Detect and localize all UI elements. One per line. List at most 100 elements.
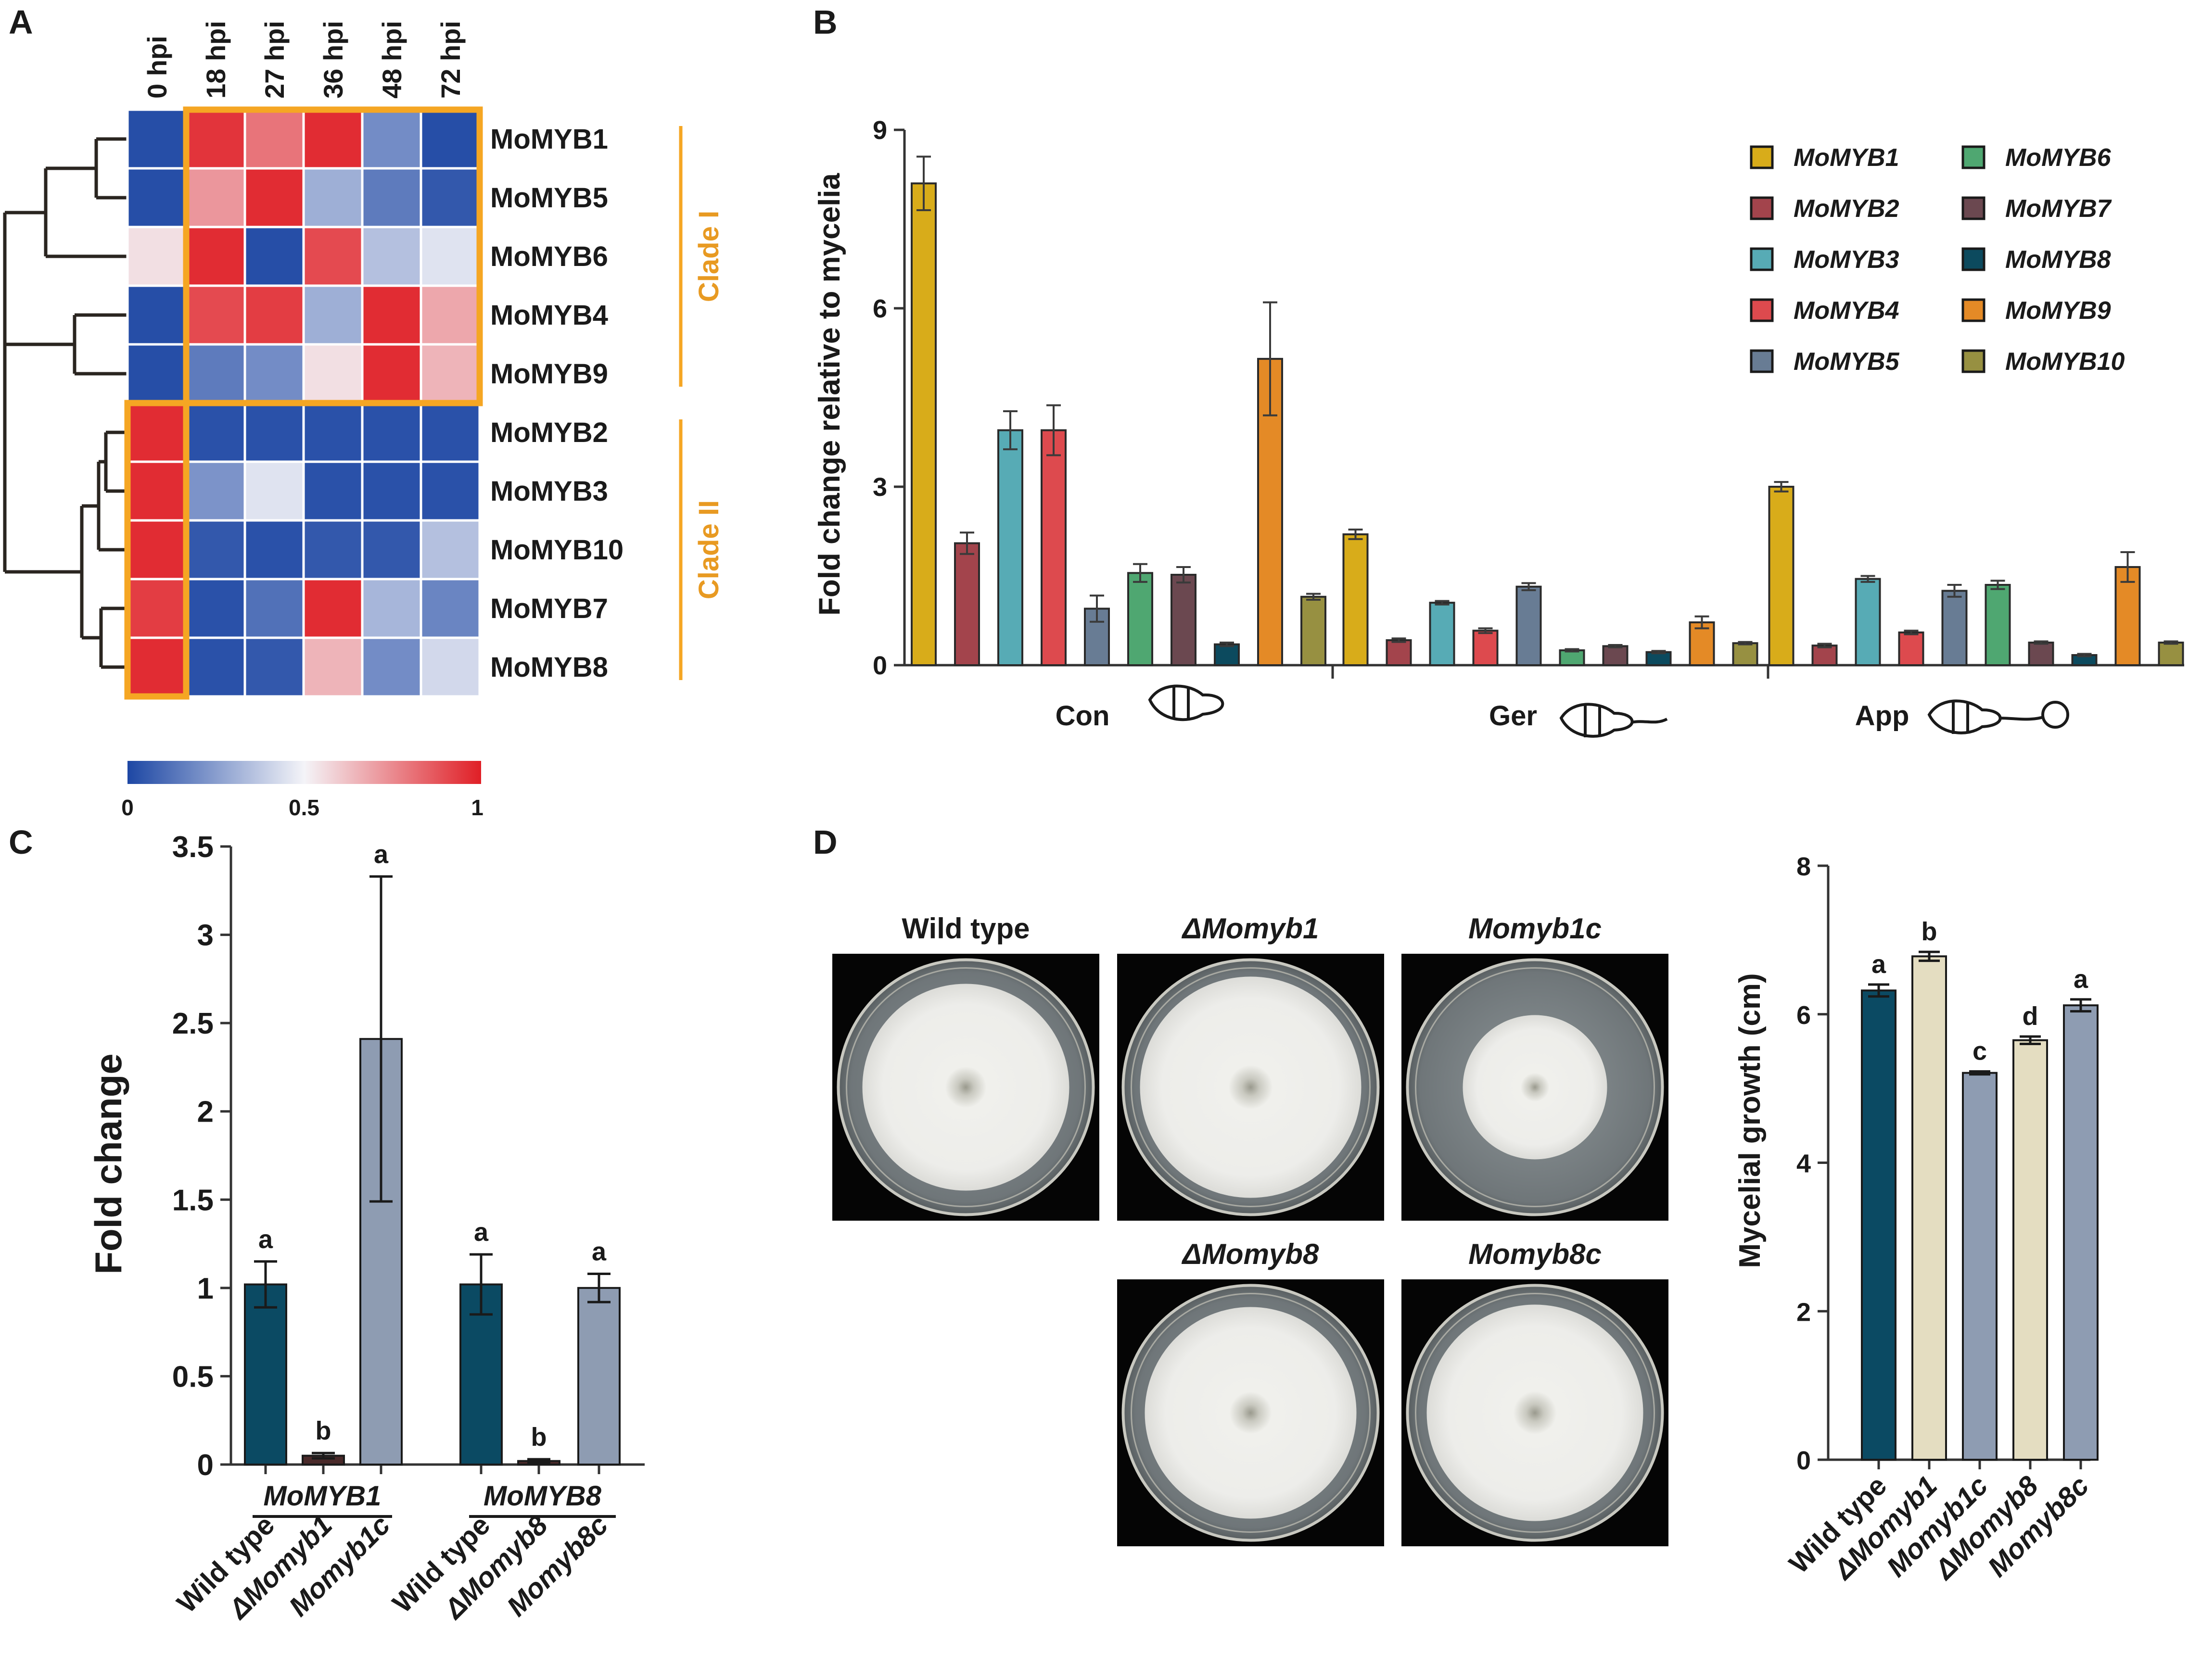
colorbar: [127, 761, 481, 784]
c-errorbar-2: [369, 875, 393, 1203]
c-ytick-label-4: 2: [197, 1096, 214, 1129]
heatmap-cell-momyb2-c3: [302, 402, 364, 463]
panel-label-a: A: [9, 3, 33, 41]
d-bar-4: [2063, 1004, 2099, 1461]
heatmap-cell-momyb8-c0: [126, 636, 188, 698]
bar-app-momyb7: [2028, 642, 2054, 667]
clade-box-1: [183, 106, 483, 406]
d-ytick-label-0: 0: [1796, 1446, 1811, 1475]
bar-ger-momyb1: [1342, 533, 1369, 667]
dish-inner-rim: [1415, 1293, 1655, 1533]
bar-con-momyb10: [1300, 595, 1326, 666]
bar-con-momyb3: [997, 429, 1023, 666]
heatmap-cell-momyb1-c0: [126, 108, 188, 170]
d-ytick-label-3: 6: [1796, 1001, 1811, 1030]
bar-ger-momyb7: [1602, 645, 1629, 666]
dish-label-3: ΔMomyb8: [1182, 1238, 1319, 1270]
panel-d-bars: a b c d a: [1861, 917, 2099, 1461]
errorbar-ger-momyb8: [1651, 650, 1666, 655]
heatmap-cell-momyb7-c5: [420, 578, 481, 639]
heatmap-cell-momyb2-c1: [185, 402, 246, 463]
heatmap-row-labels: MoMYB1 MoMYB5 MoMYB6 MoMYB4 MoMYB9 MoMYB2 MoMY…: [490, 124, 624, 683]
c-ytick-label-6: 3: [197, 919, 214, 952]
colorbar-max-label: 1: [471, 795, 484, 820]
d-ytick-label-1: 2: [1796, 1298, 1811, 1326]
errorbar-con-momyb4: [1046, 404, 1061, 456]
heatmap-cell-momyb1-c5: [420, 108, 481, 170]
errorbar-app-momyb1: [1774, 481, 1789, 493]
heatmap-cell-momyb5-c4: [361, 167, 422, 228]
heatmap-cell-momyb2-c4: [361, 402, 422, 463]
heatmap-cell-momyb1-c2: [243, 108, 305, 170]
bar-app-momyb4: [1898, 631, 1924, 666]
mycelium-colony: [1426, 1304, 1643, 1521]
panel-label-b: B: [813, 3, 838, 41]
row-label-momyb7: MoMYB7: [490, 593, 608, 624]
heatmap-cell-momyb10-c5: [420, 519, 481, 581]
mycelium-colony: [1463, 1015, 1607, 1160]
errorbar-app-momyb8: [2077, 653, 2092, 657]
heatmap-cell-momyb6-c5: [420, 226, 481, 287]
legend-label-momyb8: MoMYB8: [2005, 246, 2111, 274]
legend-swatch-momyb6: [1961, 145, 1985, 169]
errorbar-con-momyb8: [1220, 642, 1234, 647]
errorbar-con-momyb5: [1090, 594, 1104, 623]
panel-d-ylabel: Mycelial growth (cm): [1733, 973, 1767, 1268]
bar-app-momyb10: [2158, 642, 2184, 667]
heatmap-cell-momyb3-c4: [361, 460, 422, 522]
errorbar-ger-momyb5: [1521, 582, 1536, 592]
dish-label-4: Momyb8c: [1468, 1238, 1602, 1270]
heatmap-cell-momyb6-c0: [126, 226, 188, 287]
bar-app-momyb6: [1985, 584, 2011, 667]
legend-swatch-momyb8: [1961, 247, 1985, 271]
c-errorbar-4: [527, 1458, 550, 1464]
clade-box-2: [124, 400, 190, 700]
bar-app-momyb3: [1855, 578, 1881, 667]
errorbar-ger-momyb9: [1694, 615, 1709, 630]
panel-b-legend: MoMYB1 MoMYB2 MoMYB3 MoMYB4 MoMYB5 MoMYB6 MoMY…: [1750, 144, 2125, 376]
petri-dish-4: Momyb8c: [1401, 1238, 1668, 1546]
heatmap-cell-momyb8-c1: [185, 636, 246, 698]
errorbar-ger-momyb1: [1348, 529, 1363, 540]
panel-b-cell-icons: [1148, 684, 2069, 738]
row-label-momyb6: MoMYB6: [490, 241, 608, 272]
panel-b-bars: [911, 155, 2184, 667]
c-ytick-label-3: 1.5: [172, 1184, 214, 1217]
appressorium-icon: [1927, 699, 2069, 734]
panel-d: Wild type ΔMomyb1 Momyb1c ΔMomyb8 Momyb8c My…: [832, 852, 2099, 1586]
legend-swatch-momyb7: [1961, 196, 1985, 220]
row-label-momyb8: MoMYB8: [490, 652, 608, 683]
heatmap-cell-momyb4-c5: [420, 284, 481, 346]
errorbar-ger-momyb4: [1478, 627, 1493, 634]
row-label-momyb10: MoMYB10: [490, 534, 624, 566]
heatmap-cell-momyb2-c2: [243, 402, 305, 463]
mycelium-colony: [1145, 1307, 1357, 1519]
errorbar-con-momyb3: [1003, 410, 1018, 451]
d-bar-1: [1911, 955, 1947, 1461]
dish-label-0: Wild type: [902, 912, 1030, 945]
errorbar-app-momyb2: [1817, 643, 1832, 648]
legend-label-momyb5: MoMYB5: [1794, 348, 1900, 376]
errorbar-con-momyb1: [916, 155, 931, 211]
bar-app-momyb2: [1811, 644, 1838, 666]
d-errorbar-0: [1868, 983, 1889, 998]
dish-label-1: ΔMomyb1: [1182, 912, 1319, 945]
heatmap-cell-momyb9-c1: [185, 343, 246, 404]
heatmap-cell-momyb7-c2: [243, 578, 305, 639]
column-label-0: 0 hpi: [142, 36, 172, 99]
errorbar-app-momyb10: [2164, 640, 2178, 645]
errorbar-con-momyb10: [1306, 593, 1321, 601]
errorbar-con-momyb7: [1176, 566, 1191, 584]
d-errorbar-2: [1969, 1070, 1990, 1076]
bar-ger-momyb2: [1386, 639, 1412, 667]
d-sig-letter-2: c: [1973, 1037, 1987, 1066]
d-sig-letter-1: b: [1922, 917, 1937, 946]
heatmap-cell-momyb8-c2: [243, 636, 305, 698]
petri-dish-1: ΔMomyb1: [1117, 912, 1384, 1221]
d-sig-letter-4: a: [2074, 965, 2088, 994]
heatmap-cell-momyb1-c3: [302, 108, 364, 170]
bar-ger-momyb6: [1559, 649, 1585, 667]
d-errorbar-4: [2070, 998, 2091, 1013]
